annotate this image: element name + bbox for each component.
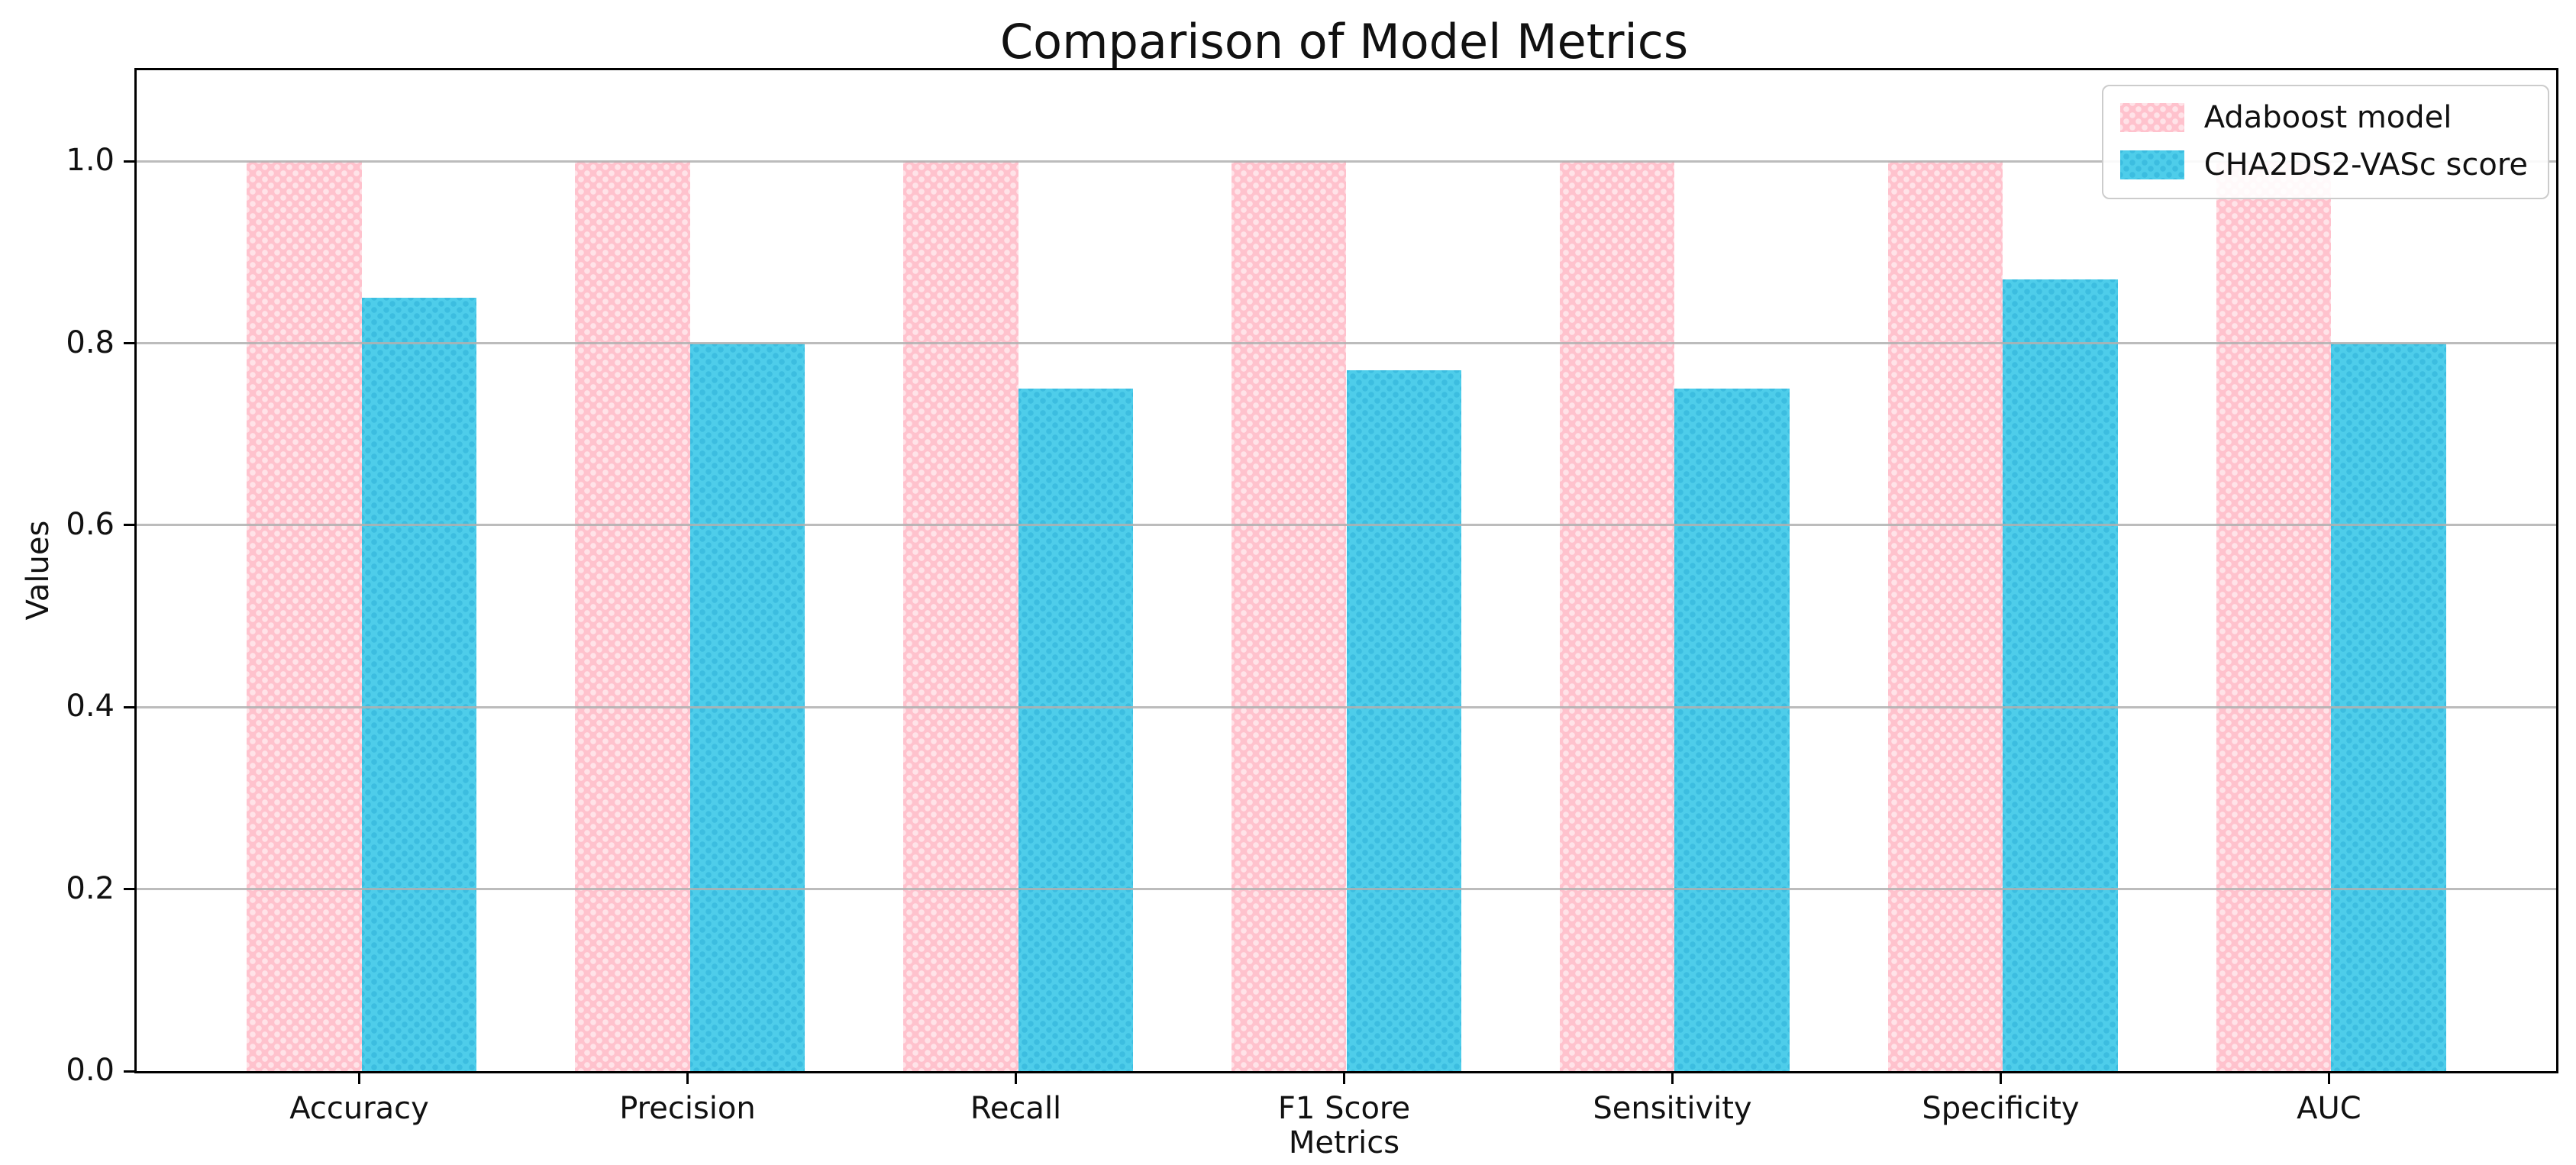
legend-row-0: Adaboost model bbox=[2119, 100, 2528, 135]
legend: Adaboost model CHA2DS2-VASc score bbox=[2101, 85, 2549, 199]
y-tick-mark-0.6 bbox=[124, 524, 134, 527]
legend-swatch-adaboost-model bbox=[2119, 103, 2184, 132]
y-tick-mark-0.2 bbox=[124, 888, 134, 891]
gridline-y-0.2 bbox=[137, 888, 2556, 891]
y-tick-mark-0.0 bbox=[124, 1070, 134, 1073]
legend-label-cha2ds2-vasc-score: CHA2DS2-VASc score bbox=[2203, 147, 2528, 182]
x-tick-mark-recall bbox=[1015, 1073, 1017, 1084]
x-tick-label-precision: Precision bbox=[619, 1091, 756, 1126]
x-tick-label-auc: AUC bbox=[2297, 1091, 2361, 1126]
gridline-y-0.8 bbox=[137, 342, 2556, 345]
y-tick-label-0.8: 0.8 bbox=[66, 324, 115, 360]
bar-adaboost-model-specificity bbox=[1887, 161, 2003, 1071]
bar-adaboost-model-accuracy bbox=[247, 161, 362, 1071]
bar-cha2ds2-vasc-score-recall bbox=[1018, 389, 1133, 1071]
bar-cha2ds2-vasc-score-accuracy bbox=[361, 297, 477, 1071]
y-tick-mark-1.0 bbox=[124, 160, 134, 163]
x-tick-label-sensitivity: Sensitivity bbox=[1593, 1091, 1752, 1126]
x-tick-mark-precision bbox=[686, 1073, 689, 1084]
x-tick-mark-specificity bbox=[1999, 1073, 2002, 1084]
legend-row-1: CHA2DS2-VASc score bbox=[2119, 147, 2528, 182]
bar-adaboost-model-recall bbox=[903, 161, 1018, 1071]
x-tick-label-recall: Recall bbox=[970, 1091, 1062, 1126]
bar-cha2ds2-vasc-score-sensitivity bbox=[1674, 389, 1790, 1071]
bar-adaboost-model-f1-score bbox=[1232, 161, 1347, 1071]
x-tick-label-accuracy: Accuracy bbox=[289, 1091, 429, 1126]
bar-adaboost-model-auc bbox=[2216, 161, 2332, 1071]
x-tick-mark-accuracy bbox=[358, 1073, 361, 1084]
y-tick-label-0.2: 0.2 bbox=[66, 870, 115, 906]
x-tick-label-specificity: Specificity bbox=[1922, 1091, 2080, 1126]
x-axis-label: Metrics bbox=[1288, 1125, 1400, 1160]
chart-title: Comparison of Model Metrics bbox=[999, 14, 1689, 69]
y-tick-label-0.0: 0.0 bbox=[66, 1053, 115, 1088]
bar-adaboost-model-precision bbox=[575, 161, 690, 1071]
gridline-y-0.4 bbox=[137, 705, 2556, 708]
y-tick-label-1.0: 1.0 bbox=[66, 143, 115, 179]
y-tick-mark-0.4 bbox=[124, 705, 134, 708]
y-tick-label-0.6: 0.6 bbox=[66, 506, 115, 542]
x-tick-label-f1-score: F1 Score bbox=[1277, 1091, 1411, 1126]
y-tick-label-0.4: 0.4 bbox=[66, 689, 115, 724]
gridline-y-1 bbox=[137, 160, 2556, 163]
x-tick-mark-auc bbox=[2327, 1073, 2330, 1084]
y-tick-mark-0.8 bbox=[124, 342, 134, 345]
y-axis-label: Values bbox=[21, 520, 56, 621]
bar-cha2ds2-vasc-score-f1-score bbox=[1346, 370, 1461, 1071]
gridline-y-0.6 bbox=[137, 524, 2556, 527]
x-tick-mark-f1-score bbox=[1343, 1073, 1345, 1084]
bar-adaboost-model-sensitivity bbox=[1559, 161, 1675, 1071]
bar-cha2ds2-vasc-score-specificity bbox=[2003, 279, 2118, 1071]
legend-label-adaboost-model: Adaboost model bbox=[2203, 100, 2452, 135]
plot-area bbox=[134, 68, 2558, 1073]
x-tick-mark-sensitivity bbox=[1671, 1073, 1674, 1084]
legend-swatch-cha2ds2-vasc-score bbox=[2119, 150, 2184, 179]
